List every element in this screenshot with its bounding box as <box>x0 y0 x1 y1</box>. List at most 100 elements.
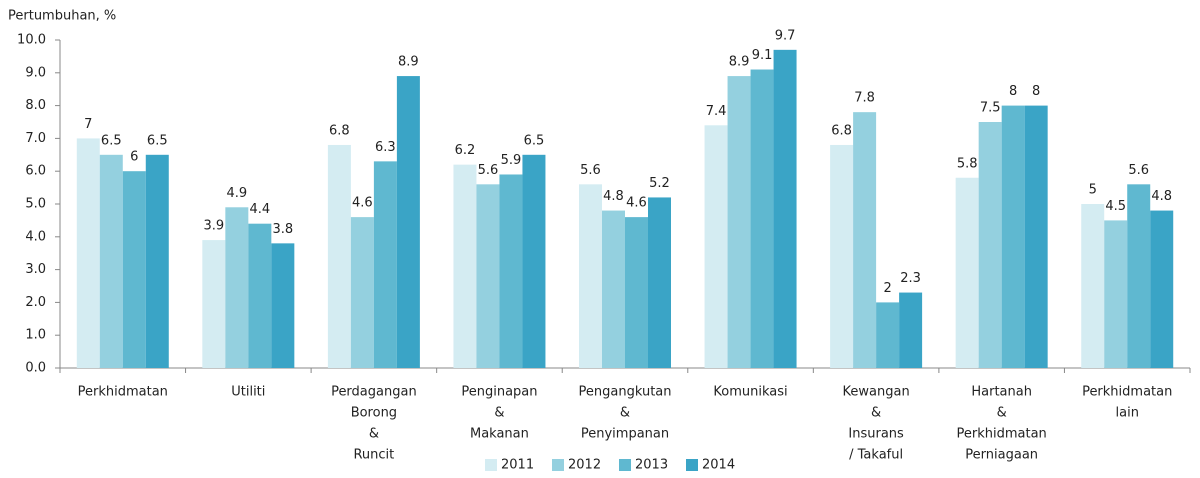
data-label: 4.4 <box>249 202 270 217</box>
data-label: 6 <box>130 150 138 165</box>
data-label: 9.1 <box>752 48 773 63</box>
y-tick-label: 6.0 <box>25 164 46 179</box>
data-label: 4.6 <box>626 196 647 211</box>
bar <box>76 138 100 368</box>
bar <box>1024 105 1048 368</box>
bar <box>1001 105 1025 368</box>
data-label: 4.5 <box>1105 199 1126 214</box>
data-label: 4.6 <box>352 196 373 211</box>
bar <box>1104 220 1128 368</box>
bar <box>145 154 169 368</box>
data-label: 8 <box>1009 84 1017 99</box>
x-tick-label: Perkhidmatan <box>957 427 1047 442</box>
y-tick-label: 2.0 <box>25 295 46 310</box>
y-tick-label: 0.0 <box>25 361 46 376</box>
data-label: 3.9 <box>203 219 224 234</box>
bar <box>899 292 923 368</box>
bar <box>350 217 374 368</box>
bar <box>773 49 797 369</box>
legend-swatch <box>686 459 698 471</box>
bar <box>750 69 774 369</box>
x-tick-label: Insurans <box>848 427 904 442</box>
x-tick-label: & <box>620 406 630 421</box>
data-label: 6.2 <box>455 143 476 158</box>
data-label: 6.5 <box>524 133 545 148</box>
x-tick-label: / Takaful <box>849 448 903 463</box>
data-label: 6.5 <box>147 133 168 148</box>
legend-swatch <box>552 459 564 471</box>
y-tick-label: 5.0 <box>25 197 46 212</box>
bar <box>625 217 648 368</box>
bar <box>327 144 351 368</box>
x-tick-label: Borong <box>351 406 397 421</box>
data-label: 7.5 <box>980 101 1001 116</box>
y-tick-label: 9.0 <box>25 65 46 80</box>
bar <box>396 76 420 368</box>
bar <box>579 184 602 368</box>
data-label: 2.3 <box>900 271 921 286</box>
bar <box>1150 210 1174 368</box>
legend-label: 2013 <box>635 458 668 473</box>
x-tick-label: Komunikasi <box>713 385 787 400</box>
data-label: 5.8 <box>957 156 978 171</box>
bar <box>648 197 671 368</box>
y-axis-label: Pertumbuhan, % <box>8 9 116 24</box>
bar <box>99 154 123 368</box>
data-label: 5.6 <box>580 163 601 178</box>
x-tick-label: Runcit <box>353 448 394 463</box>
bar <box>225 207 249 368</box>
x-tick-label: & <box>871 406 881 421</box>
x-tick-label: Penginapan <box>461 385 537 400</box>
legend-swatch <box>619 459 631 471</box>
bar <box>373 161 397 368</box>
data-label: 7.4 <box>706 104 727 119</box>
x-tick-label: & <box>369 427 379 442</box>
data-label: 5.9 <box>501 153 522 168</box>
bar <box>476 184 500 368</box>
bar <box>955 177 979 368</box>
x-tick-label: & <box>494 406 504 421</box>
bar <box>453 164 477 368</box>
data-label: 5.6 <box>478 163 499 178</box>
bar <box>202 240 226 368</box>
data-label: 5.2 <box>649 176 670 191</box>
x-tick-label: Pengangkutan <box>579 385 672 400</box>
data-label: 6.3 <box>375 140 396 155</box>
bar <box>876 302 900 368</box>
data-label: 7.8 <box>854 91 875 106</box>
data-label: 8.9 <box>398 55 419 70</box>
y-tick-label: 4.0 <box>25 229 46 244</box>
bar <box>1127 184 1151 368</box>
data-label: 2 <box>883 281 891 296</box>
bar <box>499 174 523 368</box>
data-label: 3.8 <box>272 222 293 237</box>
bar <box>248 223 272 368</box>
data-label: 5 <box>1089 183 1097 198</box>
y-tick-label: 8.0 <box>25 98 46 113</box>
data-label: 7 <box>84 117 92 132</box>
bar <box>853 112 877 368</box>
legend-label: 2011 <box>501 458 534 473</box>
x-tick-label: Makanan <box>470 427 529 442</box>
bar <box>522 154 546 368</box>
legend-swatch <box>485 459 497 471</box>
data-label: 5.6 <box>1128 163 1149 178</box>
x-tick-label: Perkhidmatan <box>78 385 168 400</box>
bar <box>727 76 751 368</box>
data-label: 6.8 <box>329 123 350 138</box>
y-tick-label: 1.0 <box>25 328 46 343</box>
x-tick-label: Penyimpanan <box>581 427 669 442</box>
data-label: 8 <box>1032 84 1040 99</box>
bar <box>704 125 728 368</box>
y-tick-label: 10.0 <box>17 33 46 48</box>
x-tick-label: Perdagangan <box>331 385 417 400</box>
data-label: 6.5 <box>101 133 122 148</box>
x-tick-label: lain <box>1116 406 1139 421</box>
x-tick-label: Perkhidmatan <box>1082 385 1172 400</box>
bar <box>830 144 854 368</box>
x-tick-label: Kewangan <box>843 385 910 400</box>
legend-label: 2012 <box>568 458 601 473</box>
bar <box>1081 204 1105 368</box>
